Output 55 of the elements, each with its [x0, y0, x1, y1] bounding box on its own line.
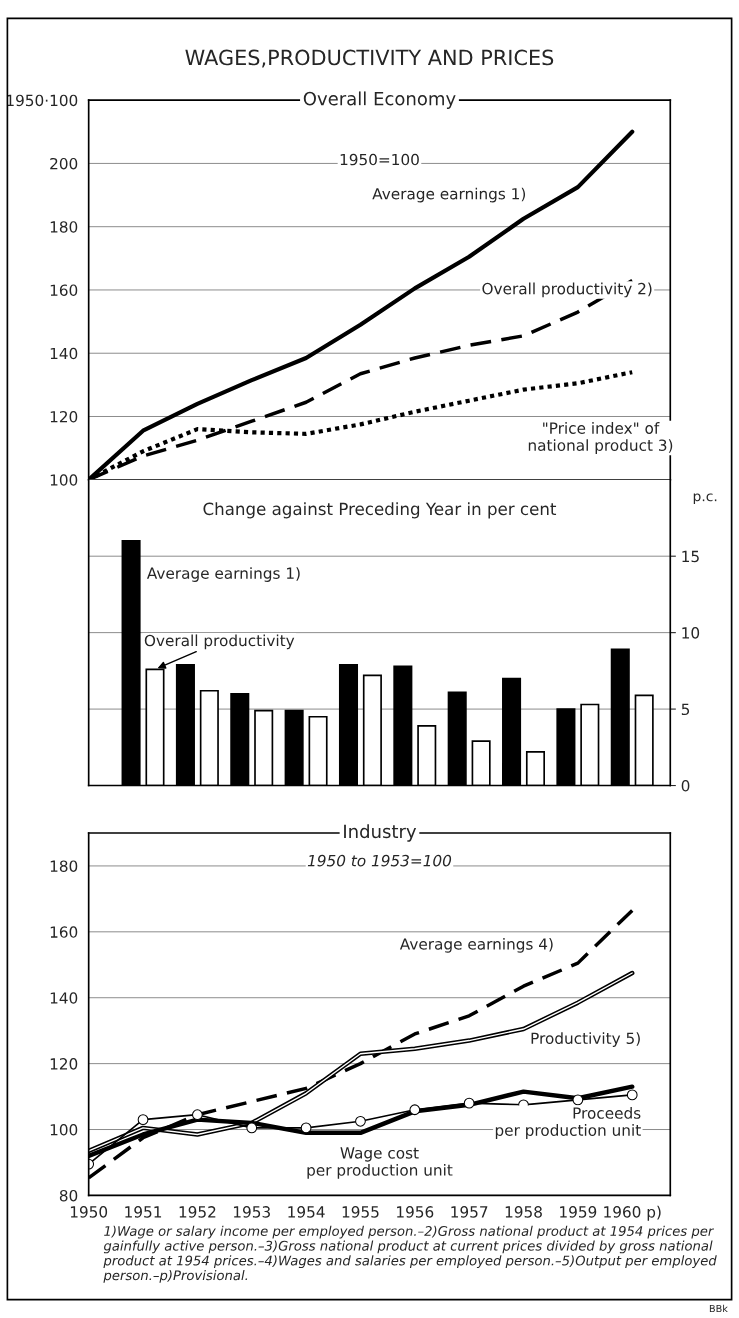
x-tick-label: 1960 p) [604, 1205, 661, 1221]
y-axis-title: p.c. [693, 493, 717, 505]
y-tick-label: 120 [50, 410, 78, 423]
annotation: 1950 to 1953=100 [307, 854, 452, 867]
series-label: Productivity 5) [531, 1032, 640, 1047]
series-label: Proceeds per production unit [495, 1106, 641, 1139]
series-label: Average earnings 1) [372, 187, 526, 203]
series-label: Overall productivity [144, 634, 295, 650]
point [355, 1115, 366, 1127]
series-label: Average earnings 4) [399, 937, 553, 953]
x-tick-label: 1951 [125, 1206, 162, 1218]
series-label: Wage cost per production unit [307, 1147, 453, 1179]
chart-title: Industry [344, 824, 417, 842]
y-tick-label: 100 [50, 474, 78, 486]
y-tick-label: 1950·100 [7, 94, 78, 107]
x-tick-label: 1953 [233, 1206, 270, 1218]
x-tick-label: 1956 [397, 1206, 434, 1218]
text: 1)Wage or salary income per employed person.–2)Gross national product at 1954 prices per gainfully active person.–3)Gross national product at current prices divided by gross national product at 1954 prices.–4)Wages and salaries per employed person.–5)Output per employed person.–p)Provisional. [103, 1225, 717, 1283]
y-tick-label: 15 [682, 550, 699, 563]
x-tick-label: 1952 [179, 1206, 216, 1218]
x-tick-label: 1950 [70, 1206, 108, 1218]
point [572, 1094, 584, 1106]
y-tick-label: 200 [50, 157, 78, 170]
annotation: 1950=100 [340, 153, 419, 166]
y-tick-label: 140 [50, 992, 78, 1004]
point [246, 1122, 258, 1134]
y-tick-label: 0 [681, 779, 690, 792]
point [300, 1122, 312, 1134]
x-tick-label: 1954 [288, 1206, 325, 1218]
point [409, 1104, 421, 1116]
x-tick-label: 1959 [560, 1206, 597, 1218]
chart-subtitle: Overall Economy [303, 91, 456, 109]
point [137, 1114, 149, 1126]
y-tick-label: 160 [50, 926, 78, 938]
y-tick-label: 160 [50, 284, 78, 296]
point [626, 1089, 638, 1101]
text: "Price index" of national product 3) [528, 422, 673, 454]
y-tick-label: 180 [50, 860, 78, 872]
y-tick-label: 140 [50, 347, 78, 360]
point [192, 1109, 203, 1121]
text: Change against Preceding Year in per cent [203, 502, 557, 519]
y-tick-label: 80 [59, 1189, 78, 1202]
text: BBk [709, 1304, 728, 1313]
y-tick-label: 10 [682, 627, 700, 639]
y-tick-label: 120 [50, 1058, 78, 1070]
point [463, 1097, 475, 1109]
y-tick-label: 100 [50, 1123, 78, 1136]
chart-title: WAGES,PRODUCTIVITY AND PRICES [185, 49, 554, 68]
x-tick-label: 1955 [342, 1206, 379, 1218]
x-tick-label: 1958 [505, 1206, 542, 1218]
y-tick-label: 5 [681, 703, 690, 716]
series-label: Average earnings 1) [146, 567, 300, 582]
series-label: Overall productivity 2) [482, 282, 652, 298]
y-tick-label: 180 [50, 221, 78, 233]
x-tick-label: 1957 [451, 1206, 488, 1218]
